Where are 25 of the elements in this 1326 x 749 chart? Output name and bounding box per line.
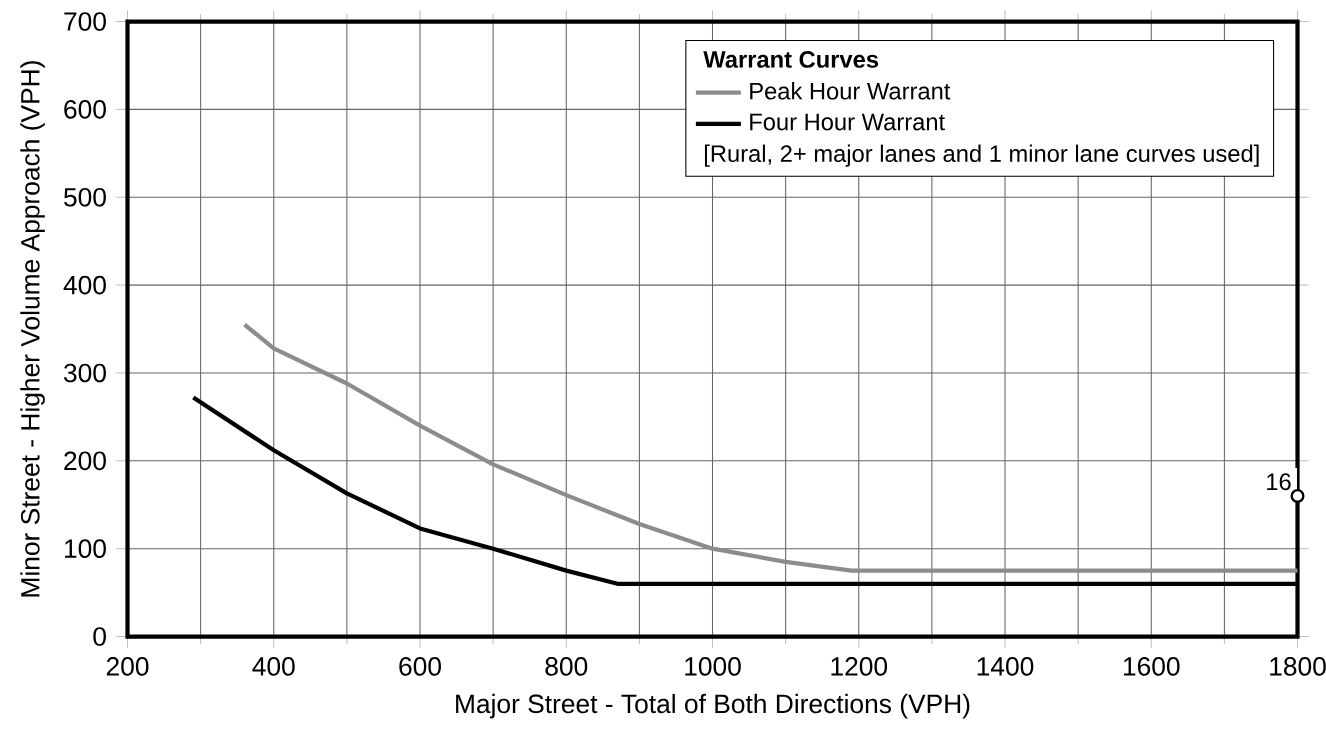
x-tick-label: 1600 bbox=[1123, 657, 1180, 676]
line-series bbox=[242, 322, 1300, 573]
annotation: 16 bbox=[1267, 473, 1291, 491]
x-tick-label: 600 bbox=[399, 657, 441, 676]
x-tick-label: 1800 bbox=[1270, 657, 1326, 676]
y-tick-label: 0 bbox=[93, 627, 106, 646]
y-tick-label: 500 bbox=[64, 187, 106, 207]
y-tick-label: 200 bbox=[64, 451, 106, 471]
x-tick-label: 1000 bbox=[685, 657, 741, 676]
x-axis-title: Major Street - Total of Both Directions (VPH) bbox=[456, 693, 970, 719]
legend-label: Four Hour Warrant bbox=[750, 113, 945, 131]
y-tick-label: 300 bbox=[63, 363, 106, 383]
x-tick-label: 1400 bbox=[977, 657, 1034, 676]
y-tick-label: 700 bbox=[64, 12, 106, 31]
x-tick-label: 400 bbox=[252, 657, 295, 676]
y-axis-title: Minor Street - Higher Volume Approach (VPH) bbox=[20, 61, 45, 597]
legend-label: Peak Hour Warrant bbox=[750, 82, 951, 100]
x-tick-label: 200 bbox=[106, 657, 149, 676]
x-tick-label: 800 bbox=[545, 657, 588, 676]
legend-title: Warrant Curves bbox=[703, 51, 879, 68]
annotation: [Rural, 2+ major lanes and 1 minor lane curves used] bbox=[704, 144, 1259, 167]
y-tick-label: 600 bbox=[64, 100, 106, 119]
x-tick-label: 1200 bbox=[831, 657, 888, 676]
y-tick-label: 400 bbox=[63, 275, 106, 295]
y-tick-label: 100 bbox=[64, 539, 106, 558]
